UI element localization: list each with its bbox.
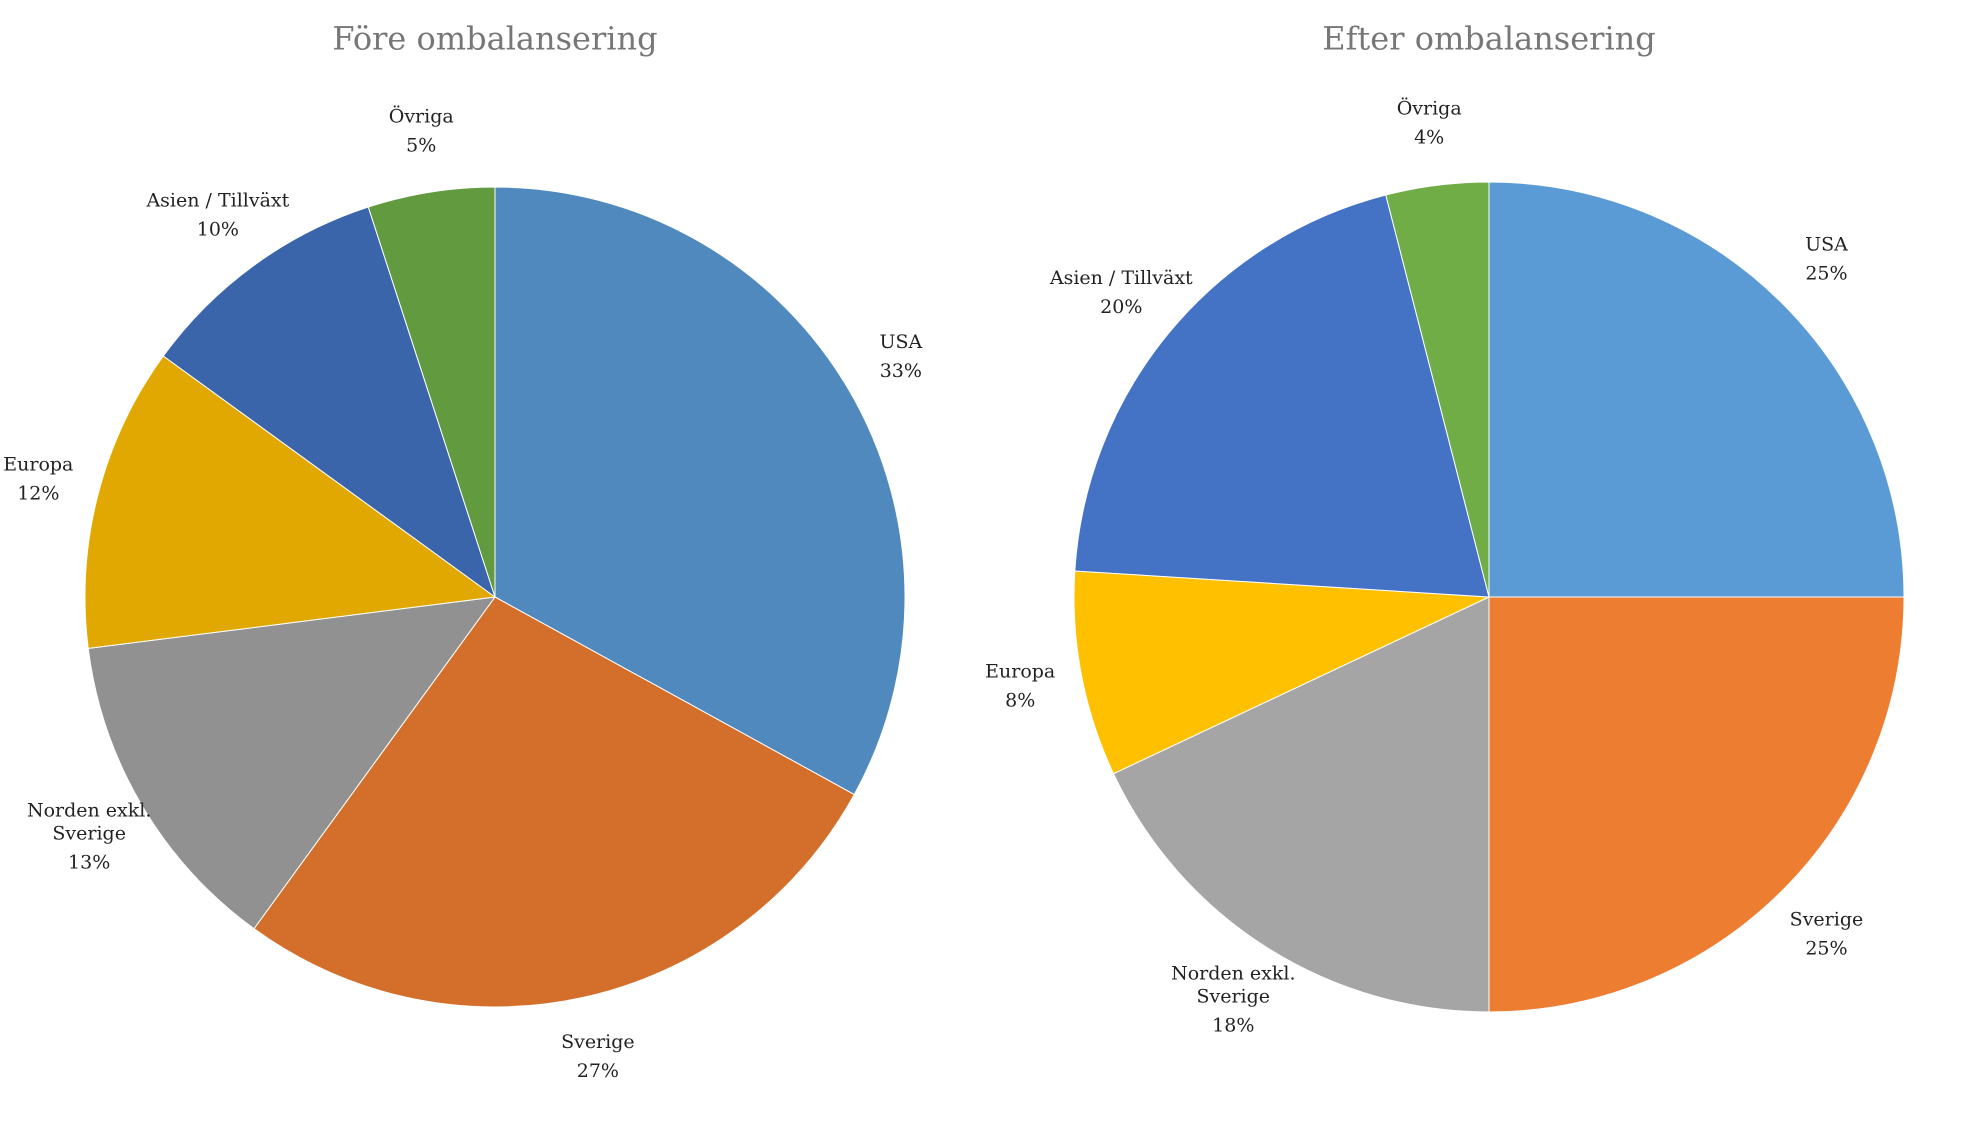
- slice-label: Asien / Tillväxt: [1049, 267, 1193, 289]
- pie-slice: [1488, 596, 1905, 1013]
- chart-title: Före ombalansering: [332, 20, 657, 58]
- slice-value-label: 18%: [1212, 1014, 1254, 1036]
- slice-label: Europa: [985, 660, 1055, 682]
- chart-title: Efter ombalansering: [1322, 20, 1656, 58]
- slice-value-label: 10%: [197, 219, 239, 241]
- pie-slice: [494, 186, 906, 796]
- slice-value-label: 8%: [1005, 689, 1035, 711]
- slice-value-label: 13%: [68, 852, 110, 874]
- pie-slice: [367, 186, 496, 598]
- pie-slice: [1385, 181, 1490, 598]
- slice-label: USA: [1805, 234, 1848, 256]
- slice-label: Sverige: [1790, 908, 1864, 930]
- slice-label: Europa: [3, 454, 73, 476]
- slice-value-label: 5%: [406, 134, 436, 156]
- slice-label: Norden exkl. Sverige: [1171, 962, 1295, 1007]
- pie-slice: [1074, 194, 1490, 598]
- slice-label: Norden exkl. Sverige: [27, 800, 151, 845]
- slice-label: Övriga: [1397, 97, 1462, 120]
- pie-slice: [1488, 181, 1905, 598]
- slice-value-label: 25%: [1805, 263, 1847, 285]
- pie-slice: [87, 596, 497, 930]
- pie-slice: [1112, 596, 1490, 1013]
- slice-label: Sverige: [561, 1031, 635, 1053]
- pie-slice: [253, 596, 855, 1008]
- slice-value-label: 25%: [1805, 937, 1847, 959]
- slice-value-label: 12%: [17, 483, 59, 505]
- pie-slice: [162, 206, 496, 599]
- slice-label: USA: [879, 331, 922, 353]
- slice-value-label: 4%: [1414, 127, 1444, 149]
- slice-value-label: 20%: [1100, 296, 1142, 318]
- slice-label: Övriga: [389, 104, 454, 127]
- slice-label: Asien / Tillväxt: [145, 190, 289, 212]
- slice-value-label: 27%: [577, 1060, 619, 1082]
- pie-slice: [1073, 570, 1490, 775]
- slice-value-label: 33%: [880, 360, 922, 382]
- pie-slice: [84, 355, 497, 649]
